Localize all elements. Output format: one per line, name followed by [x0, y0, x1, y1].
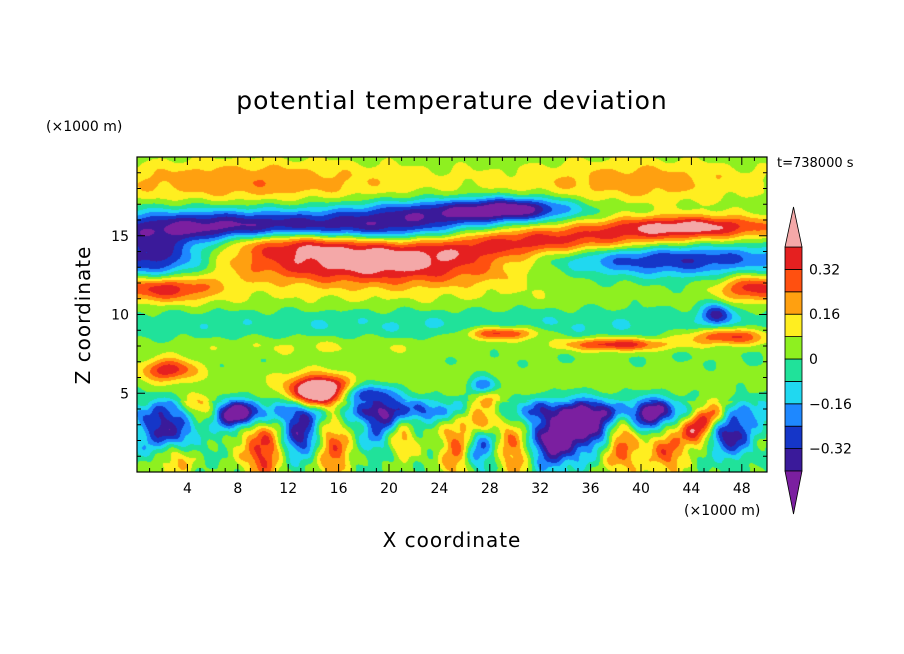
x-tick-label: 28: [481, 481, 499, 497]
colorbar-label: 0.32: [809, 262, 840, 278]
x-tick-label: 16: [330, 481, 348, 497]
x-ticks: 4 8 12 16 20 24 28 32 36 40 44 48: [149, 157, 755, 497]
y-axis-unit: (×1000 m): [46, 119, 123, 135]
colorbar-swatch: [784, 448, 803, 472]
x-tick-label: 32: [531, 481, 549, 497]
colorbar-swatch: [784, 403, 803, 427]
colorbar-label: 0.16: [809, 307, 840, 323]
x-tick-label: 8: [233, 481, 242, 497]
x-tick-label: 36: [582, 481, 600, 497]
colorbar-swatch: [784, 358, 803, 382]
colorbar-label: −0.16: [809, 397, 852, 413]
y-tick-label: 15: [111, 229, 129, 245]
colorbar-extend-min: [784, 470, 803, 515]
x-tick-label: 12: [279, 481, 297, 497]
x-tick-label: 44: [682, 481, 700, 497]
colorbar-swatch: [784, 268, 803, 293]
time-label: t=738000 s: [777, 156, 854, 171]
x-tick-label: 20: [380, 481, 398, 497]
colorbar-swatch: [784, 291, 803, 315]
colorbar-swatch: [784, 336, 803, 360]
x-axis-label: X coordinate: [382, 528, 522, 552]
heatmap-field: [137, 157, 767, 472]
x-axis-unit: (×1000 m): [684, 503, 761, 519]
x-tick-label: 48: [733, 481, 751, 497]
chart-title: potential temperature deviation: [236, 86, 668, 115]
y-ticks: 5 10 15: [111, 172, 767, 457]
colorbar-swatch: [784, 313, 803, 338]
colorbar: 0.32 0.16 0 −0.16 −0.32: [784, 206, 852, 515]
colorbar-swatch: [784, 380, 803, 405]
colorbar-swatch: [784, 425, 803, 450]
x-tick-label: 40: [632, 481, 650, 497]
colorbar-extend-max: [784, 206, 803, 248]
colorbar-label: 0: [809, 352, 818, 368]
colorbar-swatch: [784, 246, 803, 270]
x-tick-label: 4: [183, 481, 192, 497]
x-tick-label: 24: [430, 481, 448, 497]
y-tick-label: 10: [111, 308, 129, 324]
y-tick-label: 5: [120, 386, 129, 402]
colorbar-label: −0.32: [809, 442, 852, 458]
